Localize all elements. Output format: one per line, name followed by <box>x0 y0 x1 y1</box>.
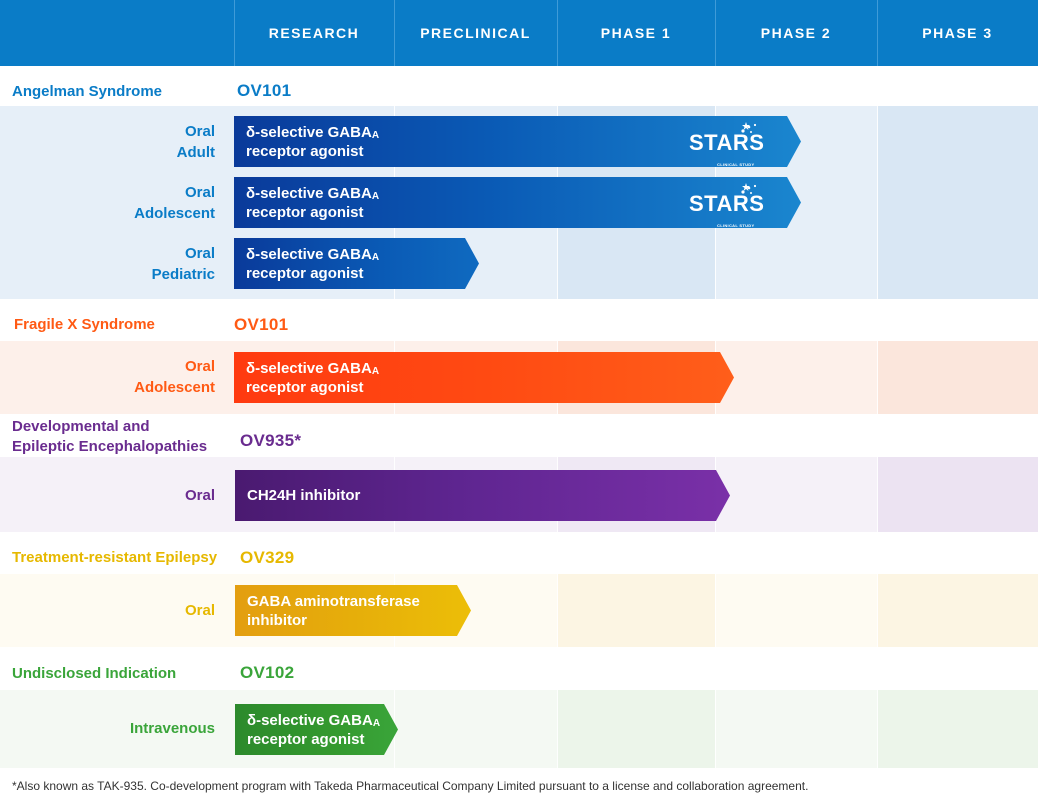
angelman-adolescent-bar: δ-selective GABAA receptor agonist STARS… <box>234 177 801 228</box>
drug-mechanism-line-2: receptor agonist <box>246 378 364 396</box>
dee-title-line-2: Epileptic Encephalopathies <box>12 438 208 455</box>
angelman-drug-code: OV101 <box>237 81 292 100</box>
column-header-phase-2: PHASE 2 <box>760 25 832 41</box>
angelman-row-label-pediatric: Oral Pediatric <box>152 243 215 285</box>
dee-bar: CH24H inhibitor <box>235 470 730 521</box>
undisclosed-row-label: Intravenous <box>130 718 215 739</box>
header-divider <box>394 0 395 66</box>
drug-mechanism: CH24H inhibitor <box>247 487 361 504</box>
footnote: *Also known as TAK-935. Co-development p… <box>12 779 809 793</box>
fragile-x-row-label: Oral Adolescent <box>134 356 215 398</box>
dee-title-line-1: Developmental and <box>12 418 150 435</box>
column-header-phase-1: PHASE 1 <box>600 25 672 41</box>
population-label: Adolescent <box>134 205 215 222</box>
route-label: Oral <box>184 358 215 375</box>
drug-mechanism: δ-selective GABA <box>246 359 372 377</box>
angelman-pediatric-bar: δ-selective GABAA receptor agonist <box>234 238 479 289</box>
dee-row-label: Oral <box>185 485 215 506</box>
angelman-row-label-adolescent: Oral Adolescent <box>134 182 215 224</box>
epilepsy-drug-code: OV329 <box>240 548 295 567</box>
fragile-x-bar: δ-selective GABAA receptor agonist <box>234 352 734 403</box>
stars-logo-subtext: CLINICAL STUDY <box>717 162 755 167</box>
fragile-x-drug-code: OV101 <box>234 315 289 334</box>
epilepsy-band <box>0 574 1038 647</box>
drug-mechanism: δ-selective GABA <box>246 184 372 202</box>
drug-subscript: A <box>371 129 380 141</box>
column-header-research: RESEARCH <box>268 25 360 41</box>
population-label: Pediatric <box>151 266 215 283</box>
fragile-x-title: Fragile X Syndrome <box>14 316 155 333</box>
drug-subscript: A <box>371 190 380 202</box>
angelman-row-label-adult: Oral Adult <box>177 121 215 163</box>
drug-mechanism: δ-selective GABA <box>246 123 372 141</box>
drug-mechanism-line-2: receptor agonist <box>247 730 365 748</box>
dee-drug-code: OV935* <box>240 431 302 450</box>
population-label: Adult <box>176 144 215 161</box>
dee-title: Developmental and Epileptic Encephalopat… <box>12 417 207 457</box>
column-header-preclinical: PRECLINICAL <box>420 25 531 41</box>
epilepsy-row-label: Oral <box>185 600 215 621</box>
angelman-adult-bar: δ-selective GABAA receptor agonist STARS… <box>234 116 801 167</box>
route-label: Oral <box>184 602 215 619</box>
stars-logo-text: STARS <box>689 130 765 155</box>
drug-mechanism-line-2: receptor agonist <box>246 203 364 221</box>
drug-mechanism: δ-selective GABA <box>247 711 373 729</box>
stars-logo: STARS CLINICAL STUDY <box>689 122 763 162</box>
header-divider <box>715 0 716 66</box>
drug-subscript: A <box>371 365 380 377</box>
population-label: Adolescent <box>134 379 215 396</box>
route-label: Oral <box>184 487 215 504</box>
drug-subscript: A <box>371 251 380 263</box>
drug-subscript: A <box>372 717 381 729</box>
drug-mechanism-line-2: receptor agonist <box>246 264 364 282</box>
route-label: Oral <box>184 123 215 140</box>
epilepsy-title: Treatment-resistant Epilepsy <box>12 549 218 566</box>
undisclosed-bar: δ-selective GABAA receptor agonist <box>235 704 398 755</box>
route-label: Intravenous <box>129 720 215 737</box>
drug-mechanism-line-2: receptor agonist <box>246 142 364 160</box>
stars-logo: STARS CLINICAL STUDY <box>689 183 763 223</box>
route-label: Oral <box>184 245 215 262</box>
header-divider <box>234 0 235 66</box>
drug-mechanism: δ-selective GABA <box>246 245 372 263</box>
column-header-phase-3: PHASE 3 <box>922 25 993 41</box>
drug-mechanism-line-2: inhibitor <box>247 611 307 629</box>
epilepsy-bar: GABA aminotransferase inhibitor <box>235 585 471 636</box>
header-divider <box>557 0 558 66</box>
stars-sparkle-icon <box>689 183 763 197</box>
undisclosed-title: Undisclosed Indication <box>12 665 177 682</box>
drug-mechanism: GABA aminotransferase <box>247 592 420 610</box>
stars-sparkle-icon <box>689 122 763 136</box>
header-divider <box>877 0 878 66</box>
stars-logo-subtext: CLINICAL STUDY <box>717 223 755 228</box>
route-label: Oral <box>184 184 215 201</box>
pipeline-header: RESEARCH PRECLINICAL PHASE 1 PHASE 2 PHA… <box>0 0 1038 66</box>
stars-logo-text: STARS <box>689 191 765 216</box>
undisclosed-drug-code: OV102 <box>240 663 295 682</box>
angelman-title: Angelman Syndrome <box>12 83 163 100</box>
